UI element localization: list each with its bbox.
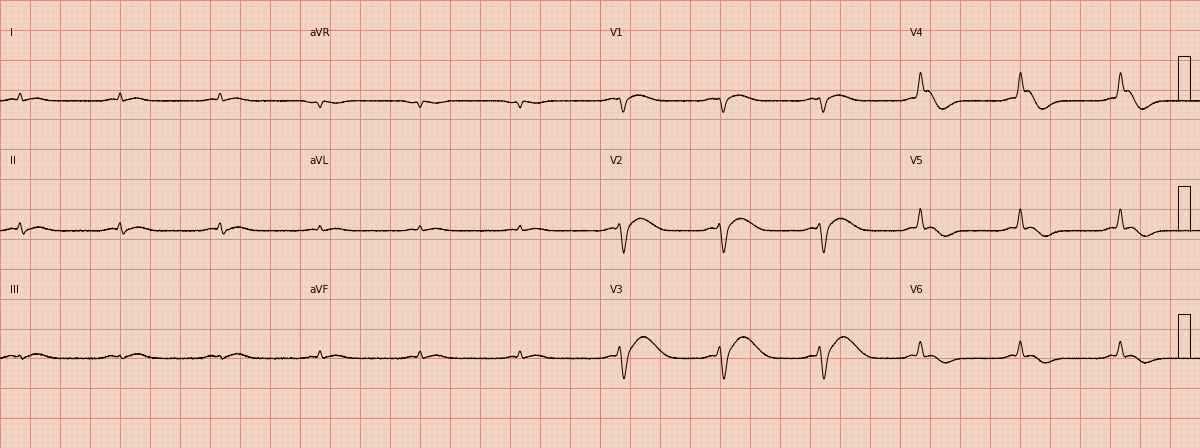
- Text: V6: V6: [910, 285, 923, 295]
- Text: V1: V1: [610, 28, 623, 38]
- Text: II: II: [10, 155, 16, 165]
- Text: V4: V4: [910, 28, 923, 38]
- Text: V5: V5: [910, 155, 923, 165]
- Text: V2: V2: [610, 155, 623, 165]
- Text: aVR: aVR: [310, 28, 330, 38]
- Text: aVF: aVF: [310, 285, 329, 295]
- Text: I: I: [10, 28, 12, 38]
- Text: III: III: [10, 285, 19, 295]
- Text: aVL: aVL: [310, 155, 329, 165]
- Text: V3: V3: [610, 285, 623, 295]
